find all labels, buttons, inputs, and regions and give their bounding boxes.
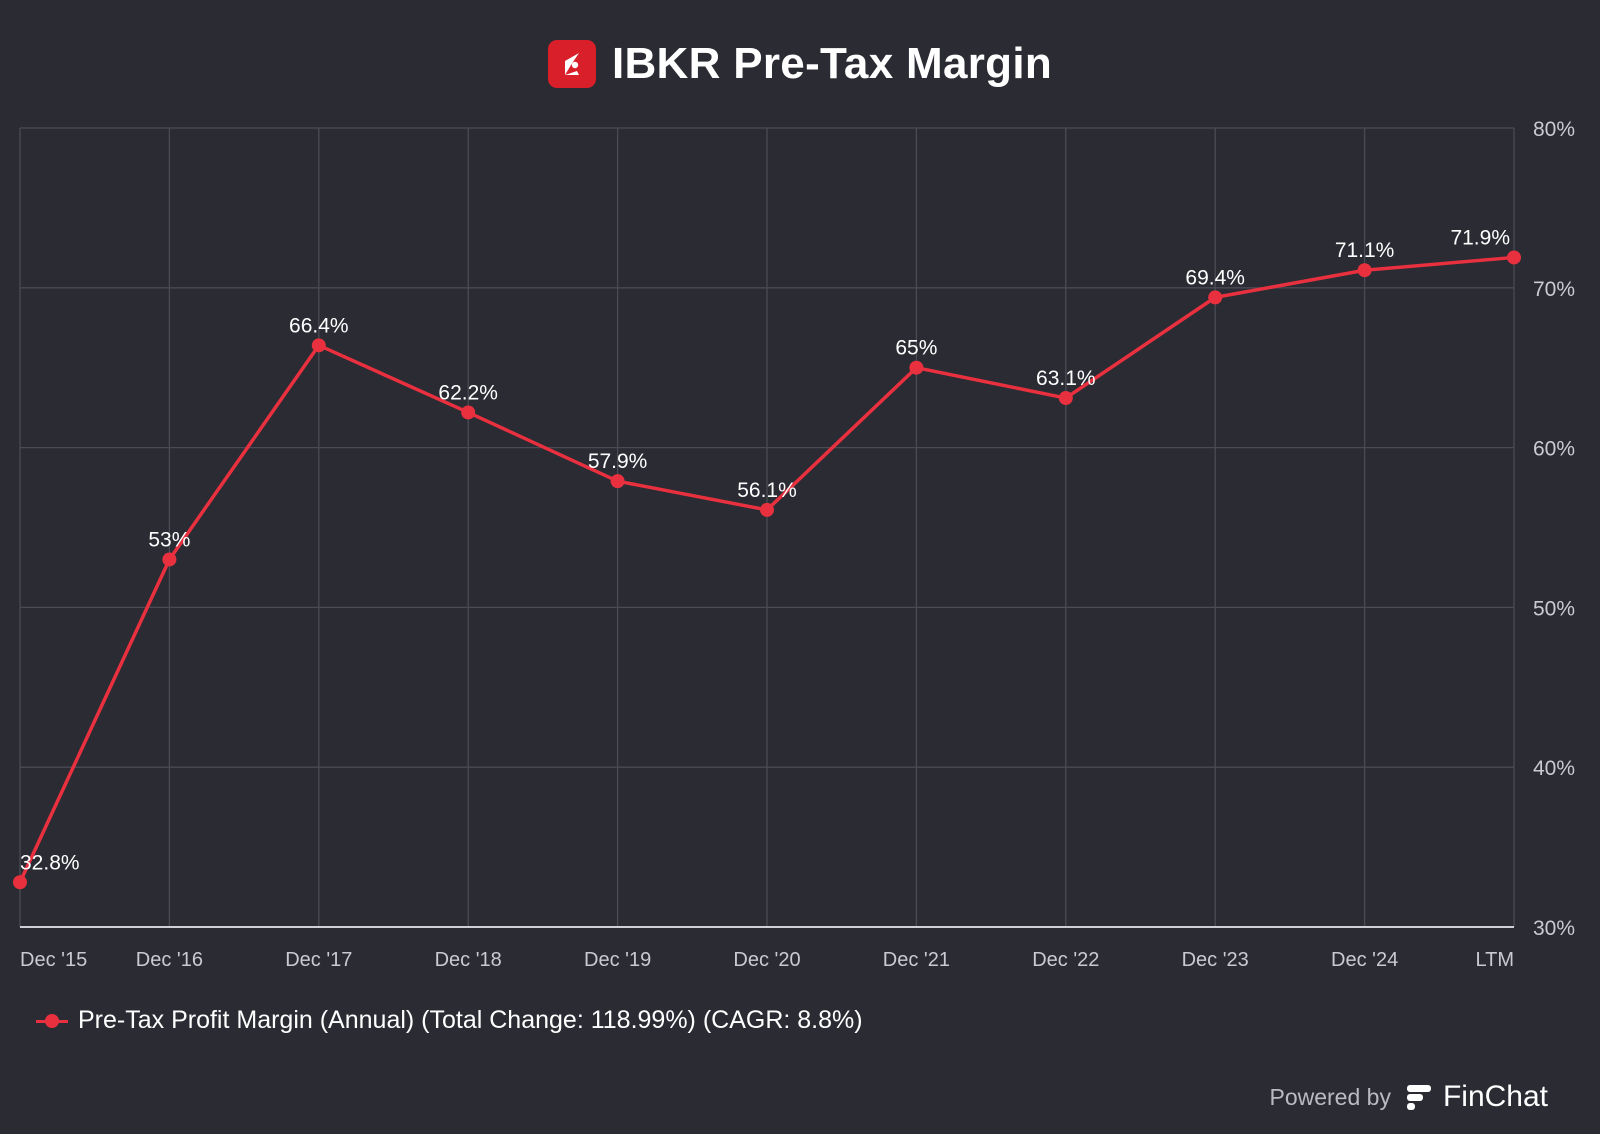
x-tick-label: Dec '19 [584,949,651,971]
footer: Powered by FinChat [1269,1080,1548,1114]
x-tick-labels: Dec '15 Dec '16 Dec '17 Dec '18 Dec '19 Dec '… [20,949,1514,971]
data-point [909,360,924,375]
data-point [610,474,625,489]
chart-title: IBKR Pre-Tax Margin [611,39,1053,88]
data-label: 71.1% [1335,239,1395,262]
y-tick-label: 50% [1533,597,1575,620]
data-point [461,405,476,420]
data-label: 56.1% [737,479,797,502]
data-label: 63.1% [1036,367,1096,390]
y-tick-label: 70% [1533,278,1575,301]
x-tick-label: Dec '23 [1182,949,1249,971]
legend-label: Pre-Tax Profit Margin (Annual) (Total Ch… [78,1006,863,1034]
legend-marker-icon [36,1011,68,1031]
finchat-logo-icon [1406,1085,1431,1110]
x-tick-label: Dec '16 [136,949,203,971]
legend[interactable]: Pre-Tax Profit Margin (Annual) (Total Ch… [36,1006,863,1035]
x-tick-label: Dec '22 [1032,949,1099,971]
data-point [162,552,177,567]
data-label: 65% [895,337,937,360]
data-point [13,875,27,890]
x-tick-label: Dec '17 [285,949,352,971]
data-label: 66.4% [289,314,349,337]
y-tick-label: 40% [1533,757,1575,780]
powered-by-text: Powered by [1269,1083,1391,1110]
x-tick-label: Dec '21 [883,949,950,971]
ibkr-logo-icon [547,40,596,88]
x-tick-label: Dec '18 [435,949,502,971]
grid-lines [19,127,1515,927]
data-point [1208,290,1223,305]
y-tick-label: 80% [1533,118,1575,141]
data-points [13,250,1521,890]
x-tick-label: LTM [1475,949,1514,971]
data-label: 62.2% [438,381,498,404]
y-tick-label: 30% [1533,917,1575,940]
x-tick-label: Dec '15 [20,949,87,971]
data-label: 71.9% [1450,226,1510,249]
data-label: 69.4% [1185,266,1245,289]
y-tick-labels: 30% 40% 50% 60% 70% 80% [1533,118,1575,940]
chart-header: IBKR Pre-Tax Margin [0,34,1600,94]
data-label: 32.8% [20,851,80,874]
data-labels: 32.8% 53% 66.4% 62.2% 57.9% 56.1% 65% 63.1% 69.4… [20,226,1510,874]
data-label: 53% [148,528,190,551]
data-point [311,338,326,353]
line-chart: 30% 40% 50% 60% 70% 80% Dec '15 Dec '16 Dec '17… [13,118,1575,971]
data-point [1357,263,1372,278]
x-tick-label: Dec '24 [1331,949,1398,971]
data-point [760,502,774,517]
finchat-brand[interactable]: FinChat [1403,1080,1548,1114]
data-point [1507,250,1521,265]
y-tick-label: 60% [1533,438,1575,461]
x-tick-label: Dec '20 [733,949,800,971]
finchat-brand-name: FinChat [1442,1080,1548,1113]
data-point [1058,391,1073,406]
data-label: 57.9% [588,450,648,473]
